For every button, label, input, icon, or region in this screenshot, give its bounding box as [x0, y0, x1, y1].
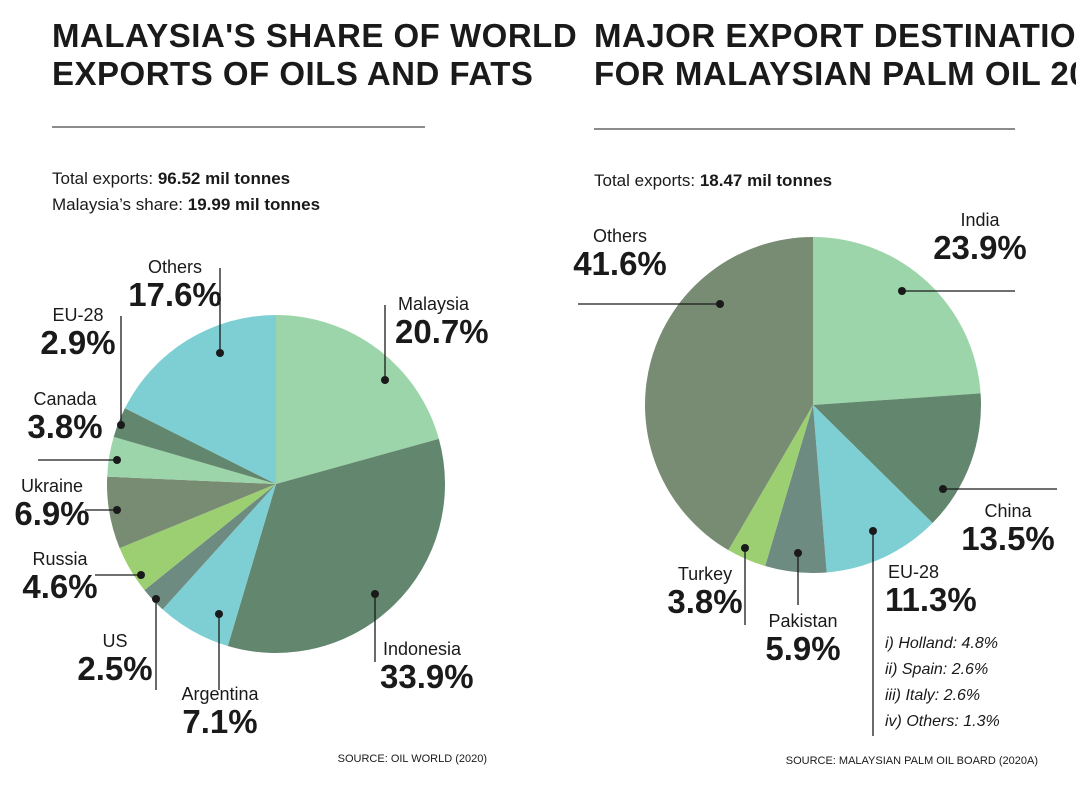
slice-value: 7.1% [182, 703, 257, 740]
pie-slice [113, 408, 277, 484]
leader-dot [215, 610, 223, 618]
slice-value: 33.9% [380, 658, 474, 695]
pie-slice [813, 393, 981, 524]
slice-name: Canada [33, 389, 97, 409]
pie-slice [813, 237, 981, 405]
slice-value: 41.6% [573, 245, 667, 282]
note: Total exports: 96.52 mil tonnes [52, 169, 290, 188]
slice-value: 3.8% [667, 583, 742, 620]
pie-slice [227, 438, 445, 653]
leader-dot [741, 544, 749, 552]
pie-slice [813, 405, 933, 573]
pie-slice [107, 436, 276, 484]
slice-name: Others [593, 226, 647, 246]
pie-slice [107, 476, 276, 549]
leader-dot [216, 349, 224, 357]
leader-dot [371, 590, 379, 598]
note-label: Total exports: [52, 169, 153, 188]
slice-value: 13.5% [961, 520, 1055, 557]
slice-name: Indonesia [383, 639, 462, 659]
leader-dot [869, 527, 877, 535]
slice-value: 3.8% [27, 408, 102, 445]
leader-dot [794, 549, 802, 557]
note: Total exports: 18.47 mil tonnes [594, 171, 832, 190]
leader-dot [113, 456, 121, 464]
note: Malaysia’s share: 19.99 mil tonnes [52, 195, 320, 214]
slice-value: 4.6% [22, 568, 97, 605]
source: SOURCE: OIL WORLD (2020) [338, 753, 487, 765]
pie-slice [728, 405, 813, 567]
slice-value: 20.7% [395, 313, 489, 350]
slice-name: India [960, 210, 1000, 230]
pie-slice [144, 484, 276, 610]
slice-name: Pakistan [768, 611, 837, 631]
slice-name: Argentina [181, 684, 259, 704]
note-label: Total exports: [594, 171, 695, 190]
chart-title: EXPORTS OF OILS AND FATS [52, 55, 533, 92]
slice-value: 2.5% [77, 650, 152, 687]
slice-name: EU-28 [888, 562, 939, 582]
note-value: 19.99 mil tonnes [188, 195, 320, 214]
leader-dot [113, 506, 121, 514]
pie-slice [765, 405, 827, 573]
slice-value: 5.9% [765, 630, 840, 667]
annotation: i) Holland: 4.8% [885, 635, 998, 652]
note-label: Malaysia’s share: [52, 195, 183, 214]
leader-dot [898, 287, 906, 295]
annotation: iii) Italy: 2.6% [885, 687, 980, 704]
slice-value: 11.3% [885, 581, 977, 618]
pie-slice [119, 484, 276, 591]
pie-slice [162, 484, 276, 646]
chart-title: MAJOR EXPORT DESTINATIONS [594, 17, 1076, 54]
leader-dot [137, 571, 145, 579]
chart-title: MALAYSIA'S SHARE OF WORLD [52, 17, 577, 54]
slice-value: 23.9% [933, 229, 1027, 266]
pie-slice [644, 237, 813, 551]
chart-title: FOR MALAYSIAN PALM OIL 2019 [594, 55, 1076, 92]
slice-name: Russia [32, 549, 88, 569]
slice-name: US [102, 631, 127, 651]
leader-dot [381, 376, 389, 384]
note-value: 18.47 mil tonnes [700, 171, 832, 190]
slice-name: China [984, 501, 1032, 521]
leader-dot [117, 421, 125, 429]
annotation: ii) Spain: 2.6% [885, 661, 988, 678]
slice-value: 6.9% [14, 495, 89, 532]
slice-name: Ukraine [21, 476, 83, 496]
leader-dot [152, 595, 160, 603]
slice-name: Malaysia [398, 294, 470, 314]
pie-slice [124, 315, 276, 484]
slice-value: 2.9% [40, 324, 115, 361]
leader-dot [939, 485, 947, 493]
slice-name: Turkey [678, 564, 732, 584]
leader-dot [716, 300, 724, 308]
slice-name: EU-28 [52, 305, 103, 325]
slice-name: Others [148, 257, 202, 277]
pie-slice [276, 315, 439, 484]
slice-value: 17.6% [128, 276, 222, 313]
source: SOURCE: MALAYSIAN PALM OIL BOARD (2020A) [786, 755, 1038, 767]
annotation: iv) Others: 1.3% [885, 713, 1000, 730]
note-value: 96.52 mil tonnes [158, 169, 290, 188]
